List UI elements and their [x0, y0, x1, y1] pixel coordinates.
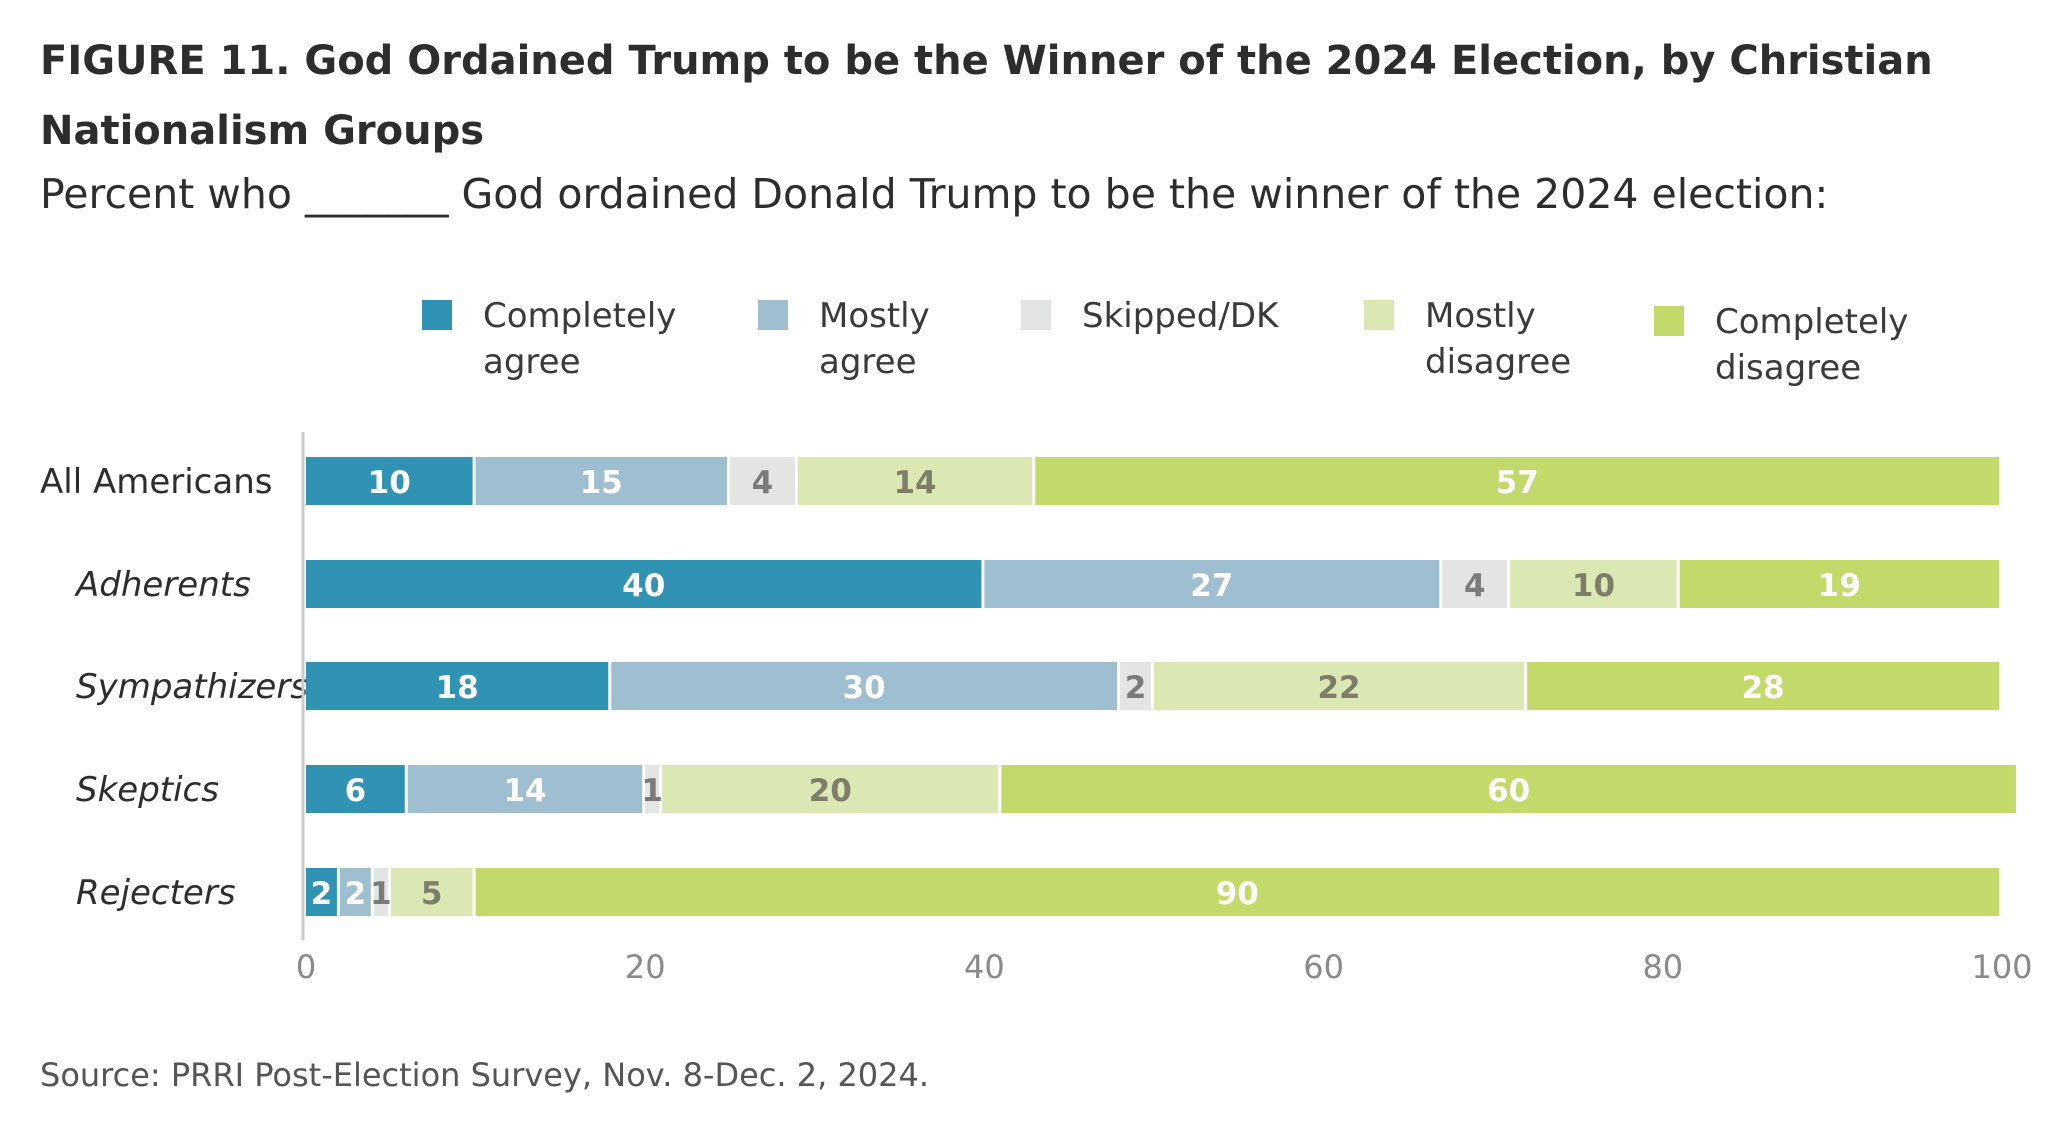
- legend-item-5: Completely disagree: [1654, 302, 1908, 388]
- legend-item-2: Mostly agree: [758, 296, 930, 382]
- bar-segment: [1001, 765, 2016, 813]
- bar-segment: [1679, 560, 1999, 608]
- data-label: 5: [421, 876, 443, 912]
- legend-item-3: Skipped/DK: [1021, 296, 1280, 336]
- bar-segment: [1527, 662, 1999, 710]
- legend-swatch: [1364, 300, 1394, 330]
- data-label: 14: [503, 773, 546, 809]
- bar-row: 10 15 4 14 57: [306, 457, 1999, 505]
- data-label: 15: [580, 465, 623, 501]
- data-label: 18: [436, 670, 479, 706]
- legend-label: Completely: [1715, 302, 1908, 342]
- data-label: 1: [641, 773, 663, 809]
- legend-label: disagree: [1425, 342, 1571, 382]
- bar-segment: [373, 868, 388, 916]
- data-label: 20: [809, 773, 852, 809]
- data-label: 40: [622, 568, 665, 604]
- bar-segment: [1510, 560, 1677, 608]
- data-label: 4: [752, 465, 774, 501]
- category-label: All Americans: [40, 462, 272, 502]
- x-axis-ticks: 0 20 40 60 80 100: [296, 948, 2033, 986]
- data-label: 10: [368, 465, 411, 501]
- bar-segment: [1442, 560, 1508, 608]
- bar-segment: [475, 457, 727, 505]
- legend-label: Mostly: [819, 296, 930, 336]
- data-label: 27: [1190, 568, 1233, 604]
- bar-segment: [306, 765, 405, 813]
- bar-segment: [390, 868, 473, 916]
- bar-segment: [475, 868, 2000, 916]
- bar-segment: [306, 868, 337, 916]
- source-note: Source: PRRI Post-Election Survey, Nov. …: [40, 1056, 930, 1094]
- data-label: 2: [1125, 670, 1147, 706]
- bar-segment: [662, 765, 999, 813]
- data-label: 57: [1496, 465, 1539, 501]
- bar-segment: [730, 457, 795, 505]
- x-tick-label: 80: [1642, 948, 1683, 986]
- data-label: 2: [311, 876, 333, 912]
- category-labels: All Americans Adherents Sympathizers Skepti…: [40, 462, 308, 913]
- legend-swatch: [758, 300, 788, 330]
- data-label: 4: [1464, 568, 1486, 604]
- legend-label: Mostly: [1425, 296, 1536, 336]
- bar-segment: [407, 765, 643, 813]
- data-label: 2: [345, 876, 367, 912]
- data-label: 90: [1216, 876, 1259, 912]
- legend-label: agree: [819, 342, 916, 382]
- legend-label: Skipped/DK: [1082, 296, 1280, 336]
- bar-row: 6 14 1 20 60: [306, 765, 2016, 813]
- x-tick-label: 100: [1971, 948, 2032, 986]
- legend-swatch: [1654, 306, 1684, 336]
- data-label: 22: [1317, 670, 1360, 706]
- legend-label: disagree: [1715, 348, 1861, 388]
- bar-segment: [797, 457, 1033, 505]
- x-tick-label: 60: [1303, 948, 1344, 986]
- chart-title: FIGURE 11. God Ordained Trump to be the …: [40, 38, 1933, 154]
- chart-subtitle: Percent who _______ God ordained Donald …: [40, 170, 1829, 218]
- data-label: 14: [893, 465, 936, 501]
- bar-segment: [645, 765, 660, 813]
- bar-segment: [339, 868, 371, 916]
- data-label: 19: [1818, 568, 1861, 604]
- bar-row: 2 2 1 5 90: [306, 868, 2000, 916]
- legend-item-4: Mostly disagree: [1364, 296, 1571, 382]
- legend-label: agree: [483, 342, 580, 382]
- x-tick-label: 0: [296, 948, 316, 986]
- bar-segment: [306, 560, 982, 608]
- legend: Completely agree Mostly agree Skipped/DK Most…: [422, 296, 1908, 388]
- bar-segment: [611, 662, 1118, 710]
- legend-swatch: [422, 300, 452, 330]
- x-tick-label: 20: [625, 948, 666, 986]
- bar-segment: [306, 457, 473, 505]
- bar-segment: [1120, 662, 1151, 710]
- bar-segment: [1154, 662, 1525, 710]
- data-label: 60: [1487, 773, 1530, 809]
- bar-row: 40 27 4 10 19: [306, 560, 1999, 608]
- data-label: 28: [1741, 670, 1784, 706]
- category-label: Skeptics: [76, 770, 219, 810]
- legend-swatch: [1021, 300, 1051, 330]
- data-label: 1: [370, 876, 392, 912]
- bar-segment: [306, 662, 609, 710]
- x-tick-label: 40: [964, 948, 1005, 986]
- category-label: Rejecters: [76, 873, 236, 913]
- bar-segment: [1035, 457, 1999, 505]
- data-label: 10: [1572, 568, 1615, 604]
- legend-item-1: Completely agree: [422, 296, 676, 382]
- category-label: Adherents: [74, 565, 251, 605]
- bar-segment: [984, 560, 1440, 608]
- bar-row: 18 30 2 22 28: [306, 662, 1999, 710]
- data-label: 6: [345, 773, 367, 809]
- legend-label: Completely: [483, 296, 676, 336]
- data-label: 30: [843, 670, 886, 706]
- category-label: Sympathizers: [76, 667, 308, 707]
